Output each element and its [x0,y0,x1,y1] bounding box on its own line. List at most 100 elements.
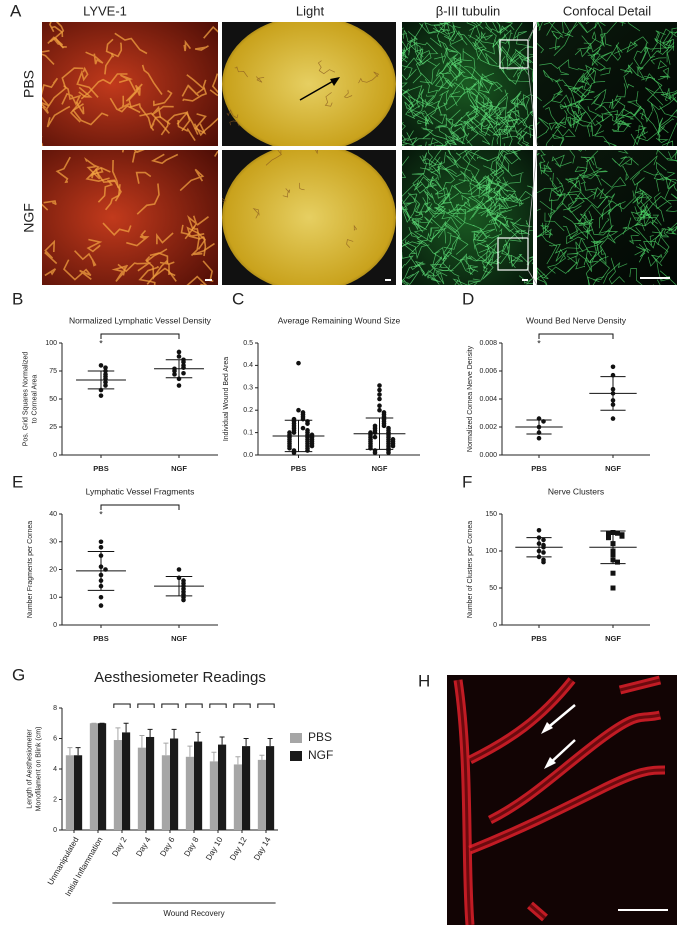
data-point [610,364,616,370]
fiber [442,43,462,68]
data-point [176,349,182,355]
fiber [475,22,492,31]
fiber [586,46,606,73]
fiber [449,44,463,67]
fiber [600,176,627,196]
fiber [537,22,563,36]
fiber [188,228,205,240]
fiber [514,48,533,59]
fiber [549,30,561,51]
fiber [402,40,410,53]
fiber [598,218,611,234]
legend-label: NGF [308,748,333,762]
data-point [309,443,315,449]
x-tick-label: NGF [605,634,621,643]
fiber [581,67,595,85]
fiber [539,154,546,175]
fiber [403,50,432,71]
fiber [446,185,491,199]
fiber [412,47,423,84]
fiber [214,150,218,157]
fiber [61,84,82,106]
fiber [661,140,674,146]
fiber [445,118,454,130]
fiber [425,128,456,145]
fiber [580,213,595,242]
y-axis-label: Length of Aesthesiometer [26,729,33,809]
fiber [493,114,512,130]
fiber [138,266,159,285]
fiber [622,165,629,181]
significance-bracket [137,703,155,708]
fiber [660,87,672,102]
fiber [562,225,573,239]
fiber [563,215,586,245]
inset-box [499,39,529,69]
fiber [489,81,503,92]
y-tick-label: 25 [49,424,57,431]
fiber [551,154,572,168]
chart-title: Lymphatic Vessel Fragments [86,486,195,496]
fiber [193,117,218,137]
fiber [551,94,572,105]
fiber [153,89,173,107]
fiber [408,88,425,114]
significance-bracket [257,703,275,708]
fiber [550,172,562,198]
bar [233,764,242,830]
fiber [564,102,580,132]
vessel-core [619,678,661,692]
fiber [424,79,439,109]
panel-label: C [232,289,244,308]
y-tick-label: 100 [485,548,497,555]
fiber [402,57,413,78]
cornea [222,22,396,146]
fiber [405,90,424,117]
fiber [419,63,440,84]
fiber [633,42,675,70]
fiber [588,210,614,236]
fiber [528,31,533,42]
fiber [149,252,169,264]
x-tick-label: Day 12 [228,835,249,862]
fiber [114,32,148,55]
fiber [636,131,659,142]
fiber [639,247,651,258]
fiber [44,268,57,277]
fiber [546,248,567,274]
micrograph [42,150,218,285]
fiber [86,165,101,180]
fiber [422,192,429,206]
fiber [642,214,666,236]
y-axis-label: Individual Wound Bed Area [223,357,230,441]
arrowhead [541,722,553,734]
bar [209,761,218,830]
x-tick-label: PBS [531,634,546,643]
data-point [390,443,396,449]
fiber [416,176,434,201]
fiber [186,275,208,285]
fiber [126,229,150,247]
fiber [537,233,558,265]
significance-label: * [99,509,103,519]
zoom-line [527,269,538,286]
y-tick-label: 20 [49,566,57,573]
cornea [222,150,396,285]
fiber [517,94,530,125]
fiber [408,240,426,276]
significance-label: * [537,338,541,348]
bar [89,723,98,830]
fiber [501,223,522,242]
micrograph [537,22,677,146]
image-bg [402,22,533,146]
fiber [402,192,413,210]
x-tick-label: Day 14 [252,835,273,862]
fiber [405,239,430,260]
data-point [615,530,620,536]
error-bar [67,747,73,756]
fiber [474,91,493,107]
fiber [299,182,305,191]
fiber [591,93,632,125]
panel-label: B [12,289,23,308]
